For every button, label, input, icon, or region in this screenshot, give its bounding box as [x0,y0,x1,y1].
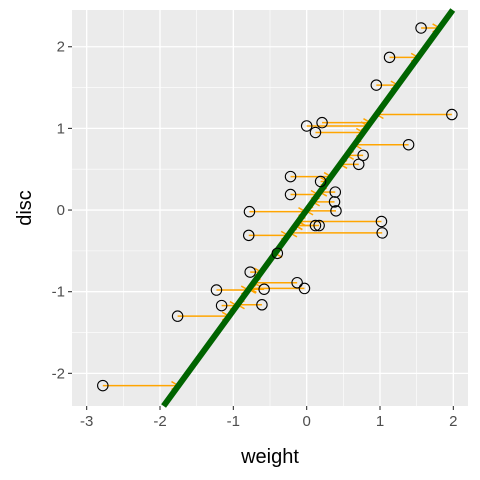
data-point [242,229,255,242]
data-point [210,284,223,296]
y-axis-title: disc [14,190,36,226]
data-point [370,79,383,91]
x-tick-label: -2 [153,413,166,430]
x-axis-title: weight [240,446,299,468]
data-point [316,116,328,129]
data-point [291,276,303,289]
data-point [271,247,284,260]
regression-line [161,8,456,408]
data-point [376,227,388,239]
data-point [256,299,268,311]
y-tick-label: -1 [52,284,65,301]
data-point [383,51,396,64]
data-point [215,299,228,312]
x-tick-label: -3 [80,413,93,430]
data-point [330,205,342,217]
data-point [415,22,427,34]
major-gridlines [72,10,468,406]
data-point [298,282,311,295]
data-point [258,283,270,295]
data-point [97,379,109,392]
y-axis: -2 -1 0 1 2 [52,39,72,382]
y-tick-label: 2 [57,39,65,56]
data-point [309,219,322,232]
x-axis: -3 -2 -1 0 1 2 [80,406,458,430]
x-tick-label: -1 [227,413,240,430]
data-point [328,196,341,208]
regression-line-group [161,8,456,408]
data-point [352,158,365,171]
data-point [309,126,322,139]
data-point [402,138,415,151]
data-point [313,219,325,232]
x-tick-label: 2 [449,413,457,430]
data-point [300,120,313,132]
data-point [244,266,256,278]
data-point [446,108,458,121]
data-point [314,175,327,188]
data-point [243,205,256,218]
data-point [171,310,184,322]
data-point [357,149,369,162]
x-tick-label: 1 [376,413,384,430]
minor-gridlines [72,10,468,406]
y-tick-label: 1 [57,120,65,137]
y-tick-label: 0 [57,202,65,219]
data-point [375,215,388,228]
data-point [284,188,297,201]
x-tick-label: 0 [302,413,310,430]
data-point [284,170,297,183]
y-tick-label: -2 [52,365,65,382]
data-points [97,22,458,392]
